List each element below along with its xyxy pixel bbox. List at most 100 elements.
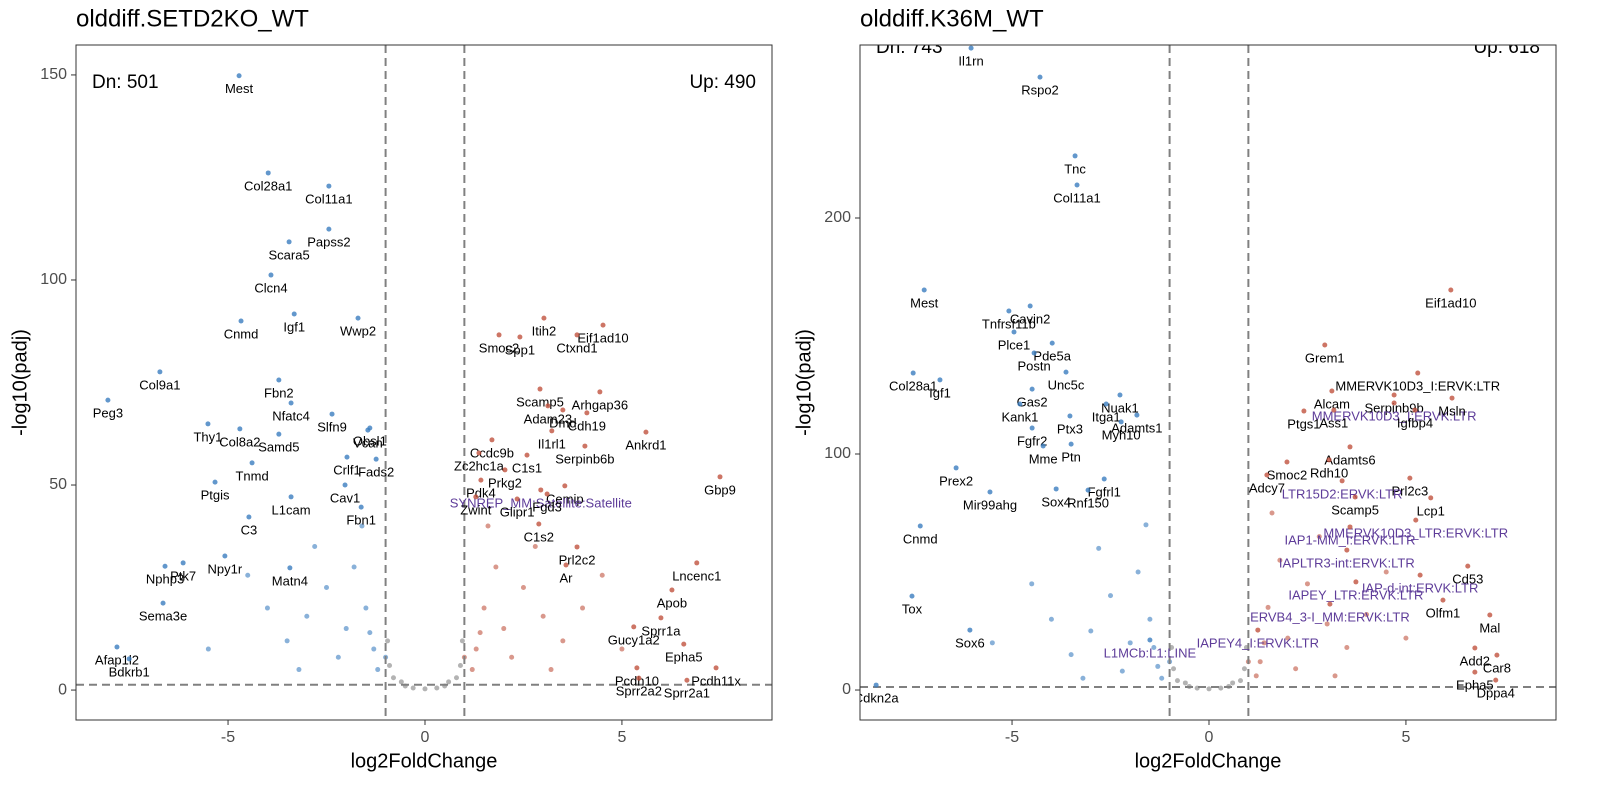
point	[363, 605, 369, 611]
point	[1108, 593, 1114, 599]
gene-label: Igfbp4	[1397, 416, 1433, 431]
y-axis-label: -log10(padj)	[793, 329, 815, 436]
gene-point	[717, 474, 723, 480]
gene-label: Ctxnd1	[556, 340, 597, 355]
gene-point	[180, 560, 186, 566]
gene-point	[1011, 329, 1017, 335]
gene-label: Papss2	[307, 235, 350, 250]
point	[1383, 569, 1389, 575]
gene-point	[1391, 400, 1397, 406]
gene-point	[496, 332, 502, 338]
gene-point	[1085, 487, 1091, 493]
y-tick-label: 200	[824, 209, 851, 226]
gene-label: Apob	[657, 595, 687, 610]
point	[1218, 685, 1224, 691]
point	[304, 613, 310, 619]
gene-label: C3	[241, 522, 258, 537]
point	[1237, 678, 1243, 684]
point	[1293, 666, 1299, 672]
gene-point	[563, 562, 569, 568]
gene-point	[597, 389, 603, 395]
gene-point	[910, 370, 916, 376]
gene-label: Sema3e	[139, 609, 187, 624]
gene-label: Crlf1	[333, 463, 360, 478]
gene-label: IAPEY_LTR:ERVK:LTR	[1288, 587, 1423, 602]
point	[532, 544, 538, 550]
gene-label: Samd5	[258, 440, 299, 455]
gene-label: Dmd	[549, 415, 576, 430]
panel-title: olddiff.K36M_WT	[860, 5, 1044, 32]
gene-label: Tnc	[1064, 161, 1086, 176]
point	[1182, 680, 1188, 686]
point	[371, 646, 377, 652]
gene-label: Ptn	[1061, 450, 1081, 465]
y-tick-label: 100	[824, 445, 851, 462]
gene-label: Car8	[1483, 661, 1511, 676]
gene-point	[476, 450, 482, 456]
point	[296, 667, 302, 673]
gene-label: Ptgis	[201, 488, 230, 503]
gene-label: Pcdh11x	[691, 673, 741, 688]
point	[398, 679, 404, 685]
gene-point	[236, 73, 242, 79]
x-tick-label: -5	[1005, 729, 1019, 746]
gene-label: Alcam	[1314, 396, 1350, 411]
gene-point	[1347, 524, 1353, 530]
gene-point	[276, 431, 282, 437]
gene-label: Eif1ad10	[577, 331, 628, 346]
point	[520, 585, 526, 591]
gene-point	[574, 332, 580, 338]
gene-label: Nphp3	[146, 572, 184, 587]
gene-label: Serpinb9b	[1364, 400, 1423, 415]
gene-point	[636, 675, 642, 681]
gene-label: Smoc2	[1267, 467, 1307, 482]
gene-point	[1448, 287, 1454, 293]
gene-label: Peg3	[93, 406, 123, 421]
gene-label: MMERVK10D3_I:ERVK:LTR	[1312, 408, 1477, 423]
gene-point	[560, 407, 566, 413]
gene-point	[1329, 388, 1335, 394]
gene-label: Ptgs1	[1287, 416, 1320, 431]
gene-label: Ass1	[1319, 416, 1348, 431]
gene-point	[953, 465, 959, 471]
gene-point	[681, 641, 687, 647]
gene-label: Mal	[1479, 620, 1500, 635]
point	[1324, 621, 1330, 627]
point	[560, 638, 566, 644]
gene-label: Lcp1	[1417, 503, 1445, 518]
gene-point	[1449, 395, 1455, 401]
gene-point	[373, 456, 379, 462]
gene-label: IAPLTR3-int:ERVK:LTR	[1279, 556, 1415, 571]
gene-point	[287, 565, 293, 571]
gene-label: Col8a2	[219, 434, 260, 449]
x-tick-label: 0	[1205, 729, 1214, 746]
gene-label: Cdh19	[568, 418, 606, 433]
plot-frame	[75, 44, 773, 721]
gene-point	[473, 494, 479, 500]
point	[1029, 581, 1035, 587]
gene-point	[669, 587, 675, 593]
gene-label: Mir99ahg	[963, 497, 1017, 512]
gene-label: Fads2	[358, 465, 394, 480]
gene-label: Sprr2a1	[664, 686, 710, 701]
gene-point	[968, 45, 974, 51]
gene-label: Add2	[1460, 653, 1490, 668]
gene-point	[544, 491, 550, 497]
gene-label: C1s1	[512, 461, 542, 476]
gene-label: Sprr1a	[641, 623, 681, 638]
gene-label: Smoc2	[479, 340, 519, 355]
gene-point	[1391, 392, 1397, 398]
point	[1048, 616, 1054, 622]
gene-point	[1037, 74, 1043, 80]
gene-label: Fgd3	[532, 499, 562, 514]
gene-point	[1063, 369, 1069, 375]
point	[509, 654, 515, 660]
gene-label: Ankrd1	[625, 438, 666, 453]
gene-label: MMERVK10D3_I:ERVK:LTR	[1335, 378, 1500, 393]
gene-point	[1017, 401, 1023, 407]
point	[469, 667, 475, 673]
gene-point	[549, 428, 555, 434]
gene-label: Nfatc4	[272, 408, 310, 423]
gene-point	[126, 656, 132, 662]
